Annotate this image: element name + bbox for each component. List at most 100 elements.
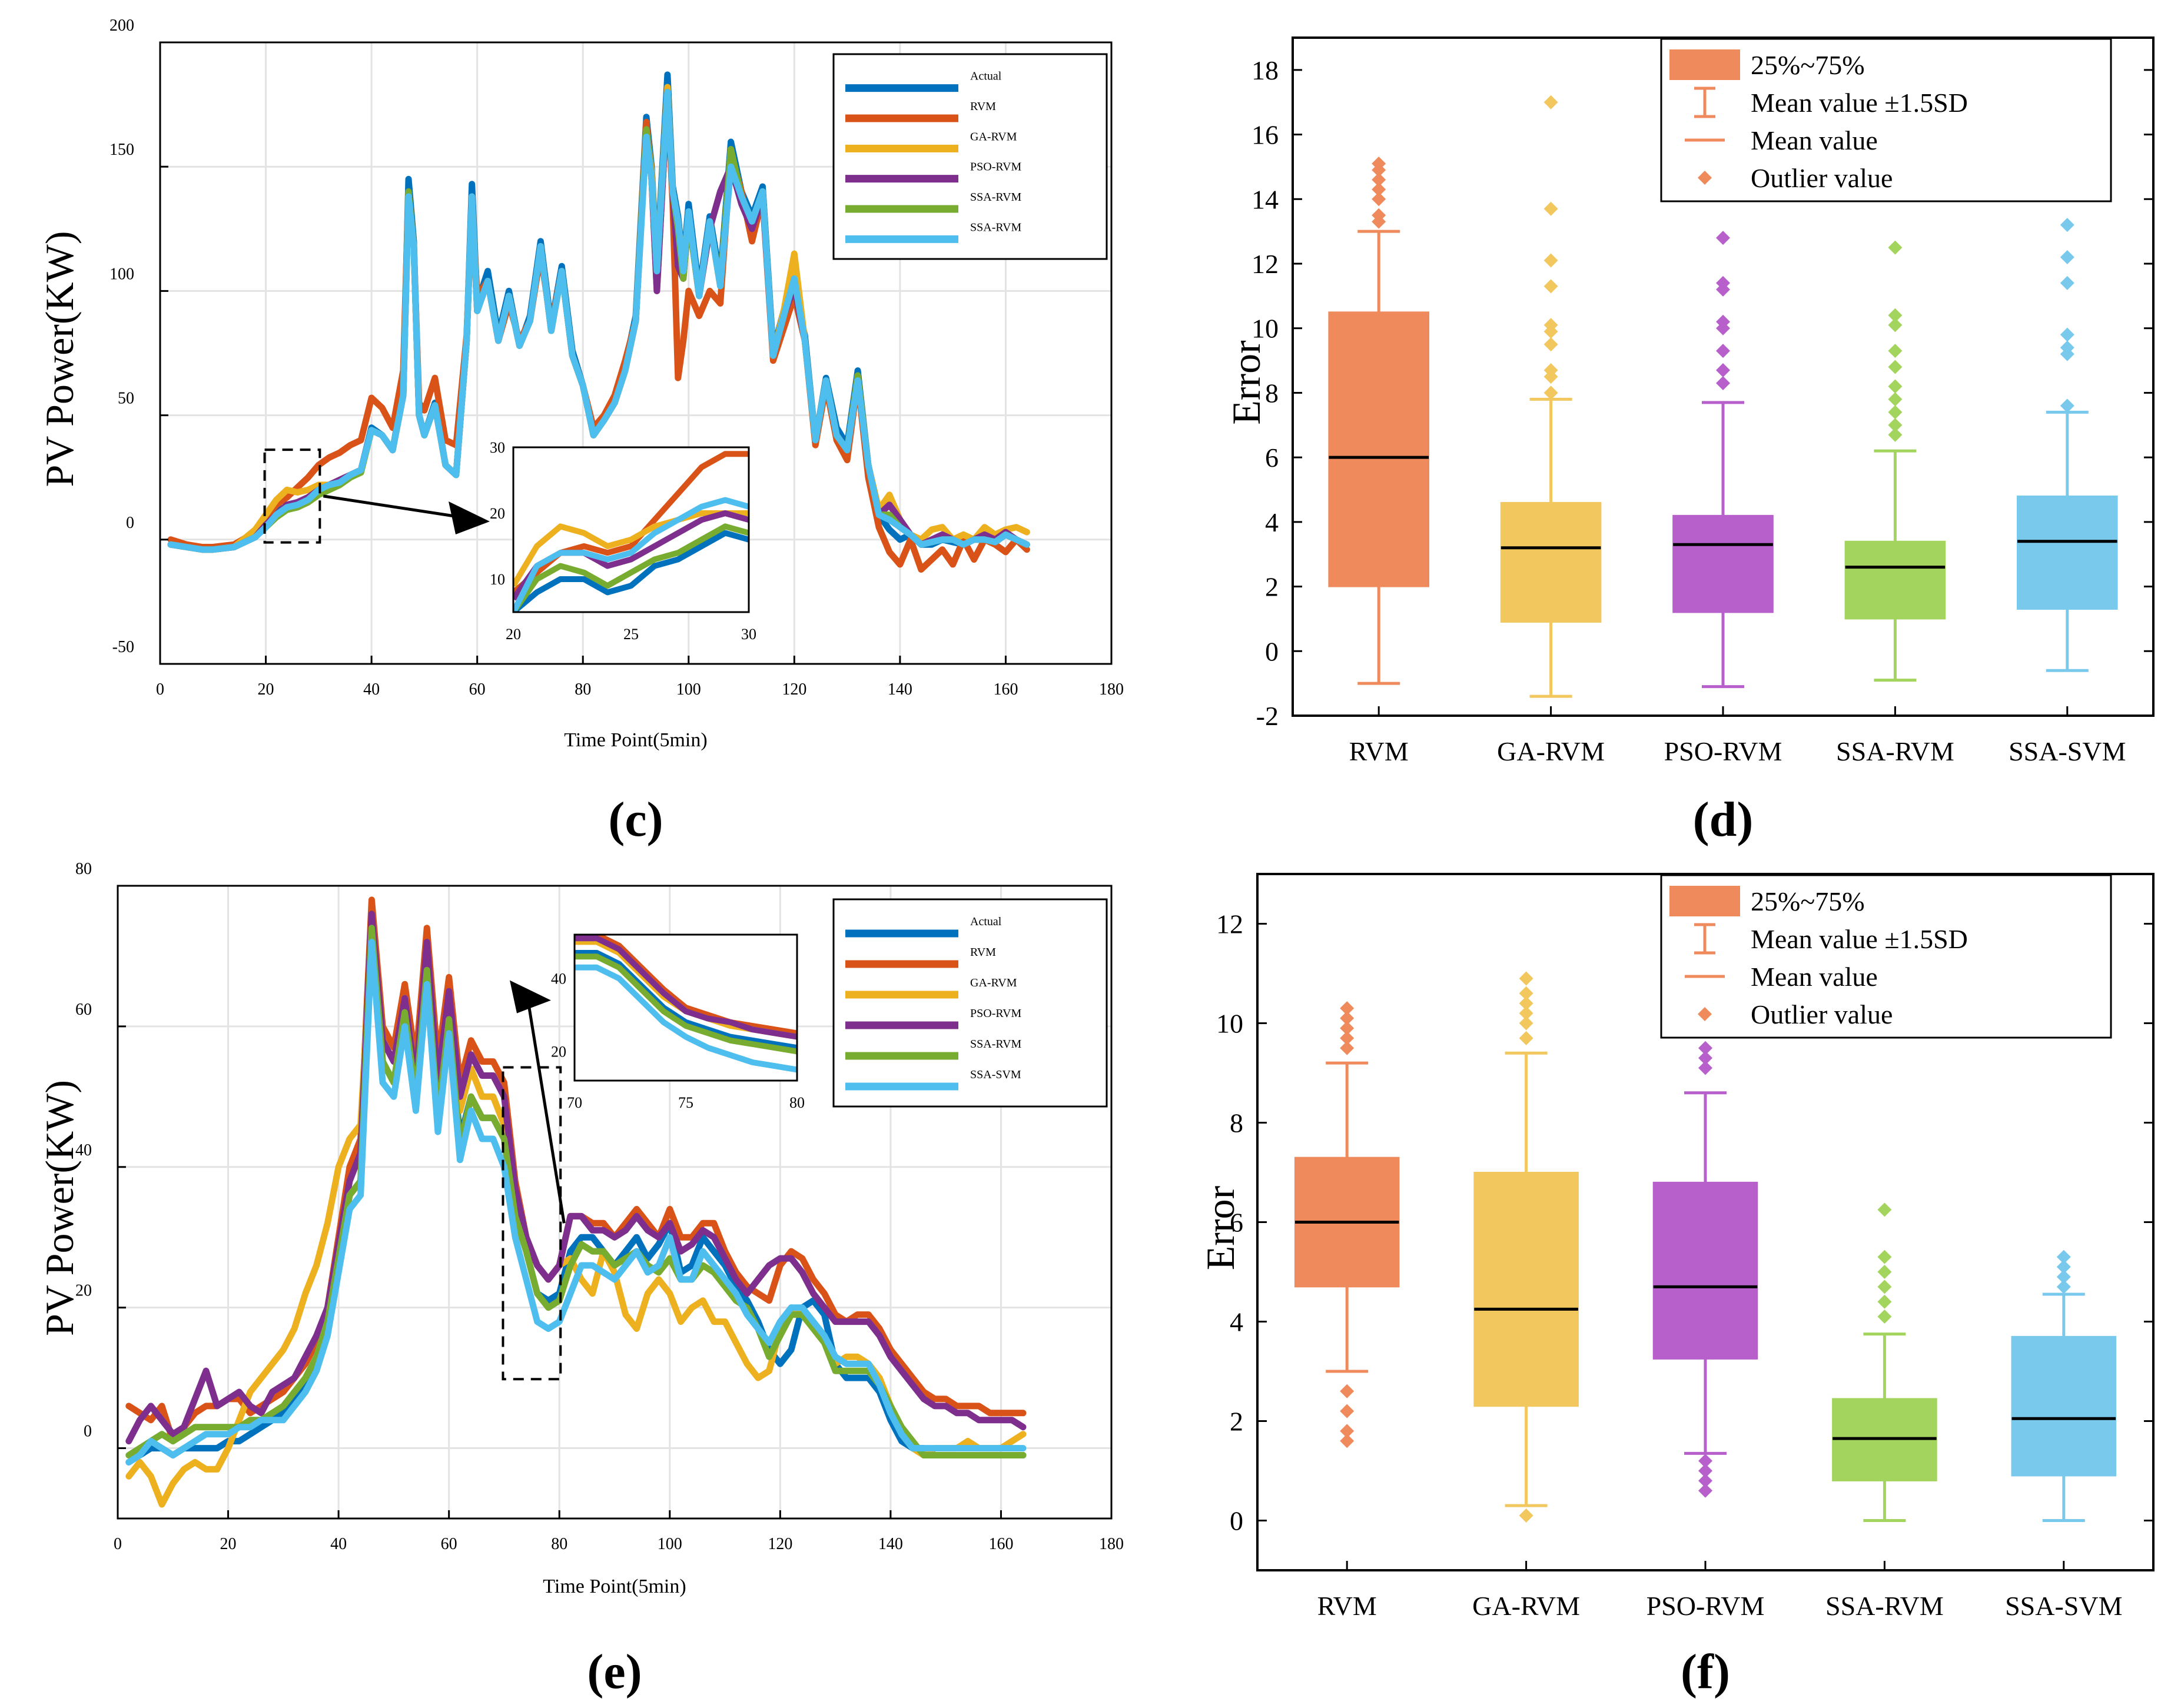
box-GA-RVM [1500, 95, 1602, 698]
legend-label: GA-RVM [970, 130, 1017, 143]
x-tick-label: 80 [575, 680, 591, 699]
panel-label: (d) [1693, 792, 1754, 847]
outlier-point [1340, 1404, 1355, 1418]
box-iqr [1652, 1181, 1758, 1360]
y-tick-label: 60 [75, 1001, 92, 1019]
outlier-point [1698, 1483, 1712, 1498]
legend-swatch-outlier [1698, 171, 1712, 185]
series-line-Actual [125, 911, 1027, 1466]
x-tick-label: SSA-RVM [1825, 1591, 1944, 1621]
outlier-point [1543, 95, 1558, 109]
inset-y-tick-label: 30 [490, 439, 505, 456]
x-tick-label: 60 [441, 1535, 457, 1553]
outlier-point [2056, 1270, 2071, 1284]
legend-label: PSO-RVM [970, 161, 1022, 174]
x-tick-label: 0 [114, 1535, 122, 1553]
y-tick-label: 200 [109, 16, 134, 35]
legend-label: SSA-RVM [970, 191, 1022, 204]
outlier-point [1340, 1031, 1355, 1045]
plot-frame [159, 41, 1113, 665]
box-iqr [1473, 1172, 1579, 1407]
inset-y-tick-label: 40 [551, 970, 566, 987]
x-axis-title: Time Point(5min) [564, 729, 707, 751]
plot-frame [117, 885, 1113, 1520]
legend-label: Outlier value [1751, 163, 1893, 193]
box-SSA-SVM [2017, 218, 2118, 672]
series-line-SSA-SVM [125, 939, 1027, 1466]
x-tick-label: GA-RVM [1472, 1591, 1580, 1621]
y-tick-label: 12 [1252, 249, 1279, 279]
x-tick-label: PSO-RVM [1664, 736, 1782, 766]
outlier-point [1716, 275, 1730, 290]
zoom-region-box [263, 448, 321, 544]
inset-line-PSO-RVM [575, 935, 797, 1040]
y-axis-title: Error [1198, 1185, 1243, 1270]
legend-label: GA-RVM [970, 976, 1017, 989]
outlier-point [1888, 318, 1903, 333]
legend-label: Mean value ±1.5SD [1751, 924, 1968, 954]
y-tick-label: 16 [1252, 120, 1279, 150]
inset-x-tick-label: 25 [623, 626, 639, 643]
legend-label: Mean value [1751, 962, 1878, 992]
x-tick-label: 160 [993, 680, 1018, 699]
y-axis-title: Error [1224, 340, 1269, 425]
legend-label: Actual [970, 70, 1002, 83]
outlier-point [1877, 1202, 1892, 1217]
x-tick-label: 140 [878, 1535, 903, 1553]
outlier-point [1519, 1006, 1533, 1021]
outlier-point [2056, 1280, 2071, 1294]
x-tick-label: 180 [1099, 1535, 1124, 1553]
inset-y-tick-label: 10 [490, 571, 505, 588]
x-tick-label: RVM [1349, 736, 1409, 766]
legend-label: Mean value [1751, 125, 1878, 155]
zoom-region-box [502, 1066, 562, 1381]
y-tick-label: 4 [1265, 507, 1279, 537]
box-RVM [1294, 1001, 1400, 1448]
box-iqr [1328, 311, 1429, 587]
outlier-point [1340, 1041, 1355, 1055]
outlier-point [1877, 1265, 1892, 1279]
inset-line-Actual [575, 950, 797, 1051]
outlier-point [2056, 1250, 2071, 1264]
outlier-point [1543, 201, 1558, 216]
panel-label: (e) [587, 1644, 642, 1699]
outlier-point [1543, 279, 1558, 294]
inset-frame [512, 446, 750, 613]
outlier-point [2060, 398, 2074, 413]
series-group [125, 896, 1027, 1508]
x-tick-label: SSA-SVM [2009, 736, 2126, 766]
y-tick-label: 0 [84, 1423, 92, 1441]
inset-y-tick-label: 20 [551, 1043, 566, 1060]
outlier-point [2060, 275, 2074, 290]
outlier-point [1519, 971, 1533, 986]
zoom-arrow-head [510, 980, 551, 1013]
zoom-arrow-head [449, 501, 490, 534]
outlier-point [1372, 208, 1386, 222]
box-SSA-RVM [1832, 1202, 1937, 1522]
y-tick-label: 8 [1265, 378, 1279, 408]
outlier-point [1888, 344, 1903, 358]
outlier-point [1888, 418, 1903, 433]
series-line-PSO-RVM [125, 911, 1027, 1445]
y-tick-label: 40 [75, 1141, 92, 1159]
y-tick-label: 0 [1265, 636, 1279, 666]
y-tick-label: 8 [1230, 1108, 1243, 1138]
y-tick-label: -2 [1256, 701, 1279, 731]
x-tick-label: 100 [676, 680, 701, 699]
inset-x-tick-label: 70 [567, 1094, 582, 1111]
outlier-point [1340, 1424, 1355, 1438]
x-tick-label: PSO-RVM [1646, 1591, 1765, 1621]
outlier-point [1716, 363, 1730, 378]
x-tick-label: 40 [363, 680, 380, 699]
outlier-point [1372, 192, 1386, 207]
y-tick-label: 100 [109, 265, 134, 283]
outlier-point [1340, 1011, 1355, 1026]
x-tick-label: SSA-SVM [2005, 1591, 2122, 1621]
box-RVM [1328, 156, 1429, 685]
outlier-point [2060, 218, 2074, 232]
box-SSA-SVM [2011, 1250, 2117, 1522]
legend-swatch-box [1669, 49, 1740, 80]
outlier-point [1888, 308, 1903, 323]
outlier-point [1698, 1473, 1712, 1488]
inset-line-SSA-SVM [513, 497, 749, 612]
